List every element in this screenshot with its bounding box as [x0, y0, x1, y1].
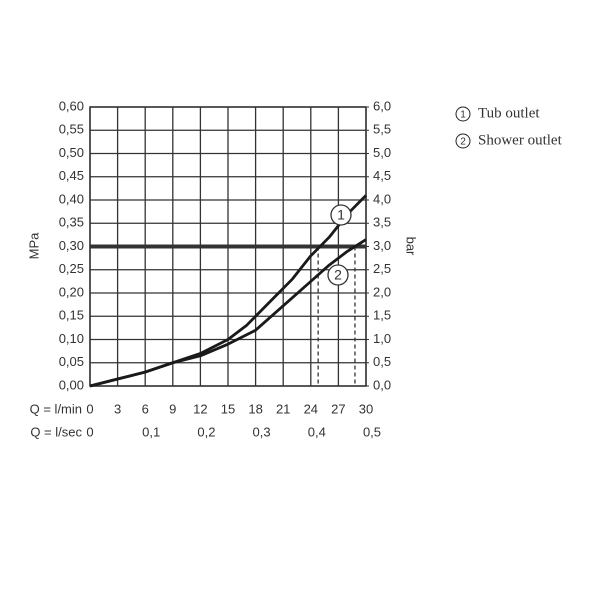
legend-marker	[455, 106, 471, 122]
y-tick-label: 0,50	[59, 145, 84, 160]
x-tick-label: 21	[276, 401, 290, 416]
x-tick-label: 9	[169, 401, 176, 416]
x-tick-label: 15	[221, 401, 235, 416]
y2-tick-label: 4,0	[373, 191, 391, 206]
y-tick-label: 0,15	[59, 308, 84, 323]
x2-tick-label: 0	[86, 424, 93, 439]
y2-tick-label: 1,0	[373, 331, 391, 346]
y2-axis-label: bar	[404, 237, 419, 256]
y-tick-label: 0,05	[59, 354, 84, 369]
y2-tick-label: 4,5	[373, 168, 391, 183]
y-tick-label: 0,20	[59, 284, 84, 299]
series-line	[89, 238, 367, 388]
y2-tick-label: 0,5	[373, 354, 391, 369]
legend-label: Shower outlet	[478, 132, 563, 148]
x-tick-label: 0	[86, 401, 93, 416]
y-tick-label: 0,10	[59, 331, 84, 346]
legend-marker-label: 1	[460, 110, 466, 121]
y2-tick-label: 5,5	[373, 122, 391, 137]
legend-marker	[455, 133, 471, 149]
y-tick-label: 0,60	[59, 98, 84, 113]
x2-tick-label: 0,1	[142, 424, 160, 439]
x2-tick-label: 0,2	[197, 424, 215, 439]
y2-tick-label: 5,0	[373, 145, 391, 160]
legend-marker-label: 2	[460, 137, 466, 148]
y-tick-label: 0,30	[59, 238, 84, 253]
x-tick-label: 6	[142, 401, 149, 416]
x-tick-label: 18	[248, 401, 262, 416]
x2-tick-label: 0,4	[308, 424, 326, 439]
curve-marker-label: 1	[337, 207, 345, 223]
y2-tick-label: 3,0	[373, 238, 391, 253]
x2-tick-label: 0,3	[253, 424, 271, 439]
y2-tick-label: 1,5	[373, 308, 391, 323]
curve-marker	[330, 204, 352, 226]
x-tick-label: 24	[304, 401, 318, 416]
x-tick-label: 3	[114, 401, 121, 416]
x2-axis-label: Q = l/sec	[30, 424, 82, 439]
y-tick-label: 0,00	[59, 377, 84, 392]
y2-tick-label: 2,5	[373, 261, 391, 276]
legend-label: Tub outlet	[478, 105, 540, 121]
y-tick-label: 0,25	[59, 261, 84, 276]
y-tick-label: 0,35	[59, 215, 84, 230]
x-tick-label: 30	[359, 401, 373, 416]
y2-tick-label: 6,0	[373, 98, 391, 113]
curve-marker	[327, 264, 349, 286]
y2-tick-label: 3,5	[373, 215, 391, 230]
y2-tick-label: 2,0	[373, 284, 391, 299]
y-tick-label: 0,40	[59, 191, 84, 206]
x-tick-label: 12	[193, 401, 207, 416]
x-tick-label: 27	[331, 401, 345, 416]
y2-tick-label: 0,0	[373, 377, 391, 392]
curve-marker-label: 2	[334, 267, 342, 283]
y-tick-label: 0,55	[59, 122, 84, 137]
y-tick-label: 0,45	[59, 168, 84, 183]
x-axis-label: Q = l/min	[30, 401, 82, 416]
x2-tick-label: 0,5	[363, 424, 381, 439]
y-axis-label: MPa	[26, 232, 41, 260]
